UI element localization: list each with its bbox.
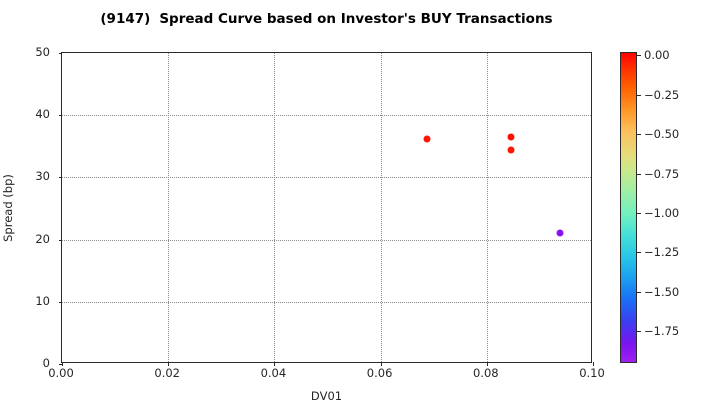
gridline-horizontal bbox=[62, 115, 591, 117]
x-axis-tick-label: 0.02 bbox=[154, 366, 180, 380]
data-point bbox=[556, 229, 564, 237]
x-axis-tick-label: 0.00 bbox=[48, 366, 74, 380]
x-axis-tick bbox=[274, 362, 276, 366]
colorbar-tick-label: −0.50 bbox=[644, 127, 680, 142]
y-axis-tick bbox=[58, 115, 62, 117]
gridline-horizontal bbox=[62, 239, 591, 241]
colorbar-tick-label: 0.00 bbox=[644, 48, 670, 63]
colorbar-tick-label: −0.75 bbox=[644, 166, 680, 181]
x-axis-tick bbox=[168, 362, 170, 366]
data-point bbox=[507, 146, 515, 154]
colorbar-tick bbox=[637, 173, 641, 175]
data-point bbox=[423, 135, 431, 143]
y-axis-tick-label: 50 bbox=[35, 45, 50, 59]
plot-area bbox=[58, 52, 594, 366]
colorbar-tick-label: −1.00 bbox=[644, 206, 680, 221]
gridline-vertical bbox=[380, 53, 382, 362]
x-axis-tick-label: 0.10 bbox=[579, 366, 605, 380]
colorbar-tick-label: −1.25 bbox=[644, 245, 680, 260]
x-axis-tick-label: 0.06 bbox=[366, 366, 393, 380]
gridline-vertical bbox=[168, 53, 170, 362]
title-code: (9147) bbox=[100, 11, 151, 27]
data-point bbox=[507, 133, 515, 141]
colorbar-tick-label: −1.75 bbox=[644, 324, 680, 339]
colorbar-label: Time in years between 3/6/2026 and Trade… bbox=[678, 40, 718, 380]
colorbar-tick bbox=[637, 55, 641, 57]
y-axis-tick bbox=[58, 53, 62, 54]
x-axis-label: DV01 bbox=[310, 389, 343, 403]
y-axis-tick-label: 10 bbox=[35, 293, 50, 308]
colorbar-gradient bbox=[620, 52, 637, 363]
y-axis-tick-label: 20 bbox=[35, 231, 50, 246]
colorbar-tick-label: −0.25 bbox=[644, 87, 680, 102]
y-axis-label: Spread (bp) bbox=[0, 52, 16, 363]
gridline-horizontal bbox=[62, 301, 591, 303]
y-axis-tick bbox=[58, 301, 62, 303]
gridline-vertical bbox=[274, 53, 276, 362]
y-axis-tick bbox=[58, 177, 62, 179]
page-title: (9147) Spread Curve based on Investor's B… bbox=[61, 11, 592, 27]
colorbar-tick bbox=[637, 134, 641, 136]
colorbar-tick-label: −1.50 bbox=[644, 284, 680, 299]
x-axis-tick-label: 0.08 bbox=[472, 366, 499, 380]
colorbar-tick bbox=[637, 331, 641, 333]
x-axis-tick bbox=[486, 362, 488, 366]
x-axis-tick bbox=[62, 362, 63, 366]
colorbar-tick bbox=[637, 291, 641, 293]
x-axis-tick bbox=[380, 362, 382, 366]
x-axis-tick-label: 0.04 bbox=[260, 366, 287, 380]
gridline-vertical bbox=[486, 53, 488, 362]
gridline-horizontal bbox=[62, 177, 591, 179]
y-axis-tick-label: 0 bbox=[42, 356, 50, 370]
y-axis-tick bbox=[58, 364, 62, 365]
colorbar-tick bbox=[637, 252, 641, 254]
x-axis-tick bbox=[593, 362, 594, 366]
y-axis-tick bbox=[58, 239, 62, 241]
y-axis-tick-label: 30 bbox=[35, 169, 50, 184]
title-text: Spread Curve based on Investor's BUY Tra… bbox=[159, 11, 553, 27]
colorbar: 0.00 −0.25 −0.50 −0.75 −1.00 −1.25 −1.50 −1.75 bbox=[620, 48, 679, 363]
colorbar-tick bbox=[637, 94, 641, 96]
colorbar-tick bbox=[637, 213, 641, 215]
y-axis-tick-label: 40 bbox=[35, 107, 50, 122]
